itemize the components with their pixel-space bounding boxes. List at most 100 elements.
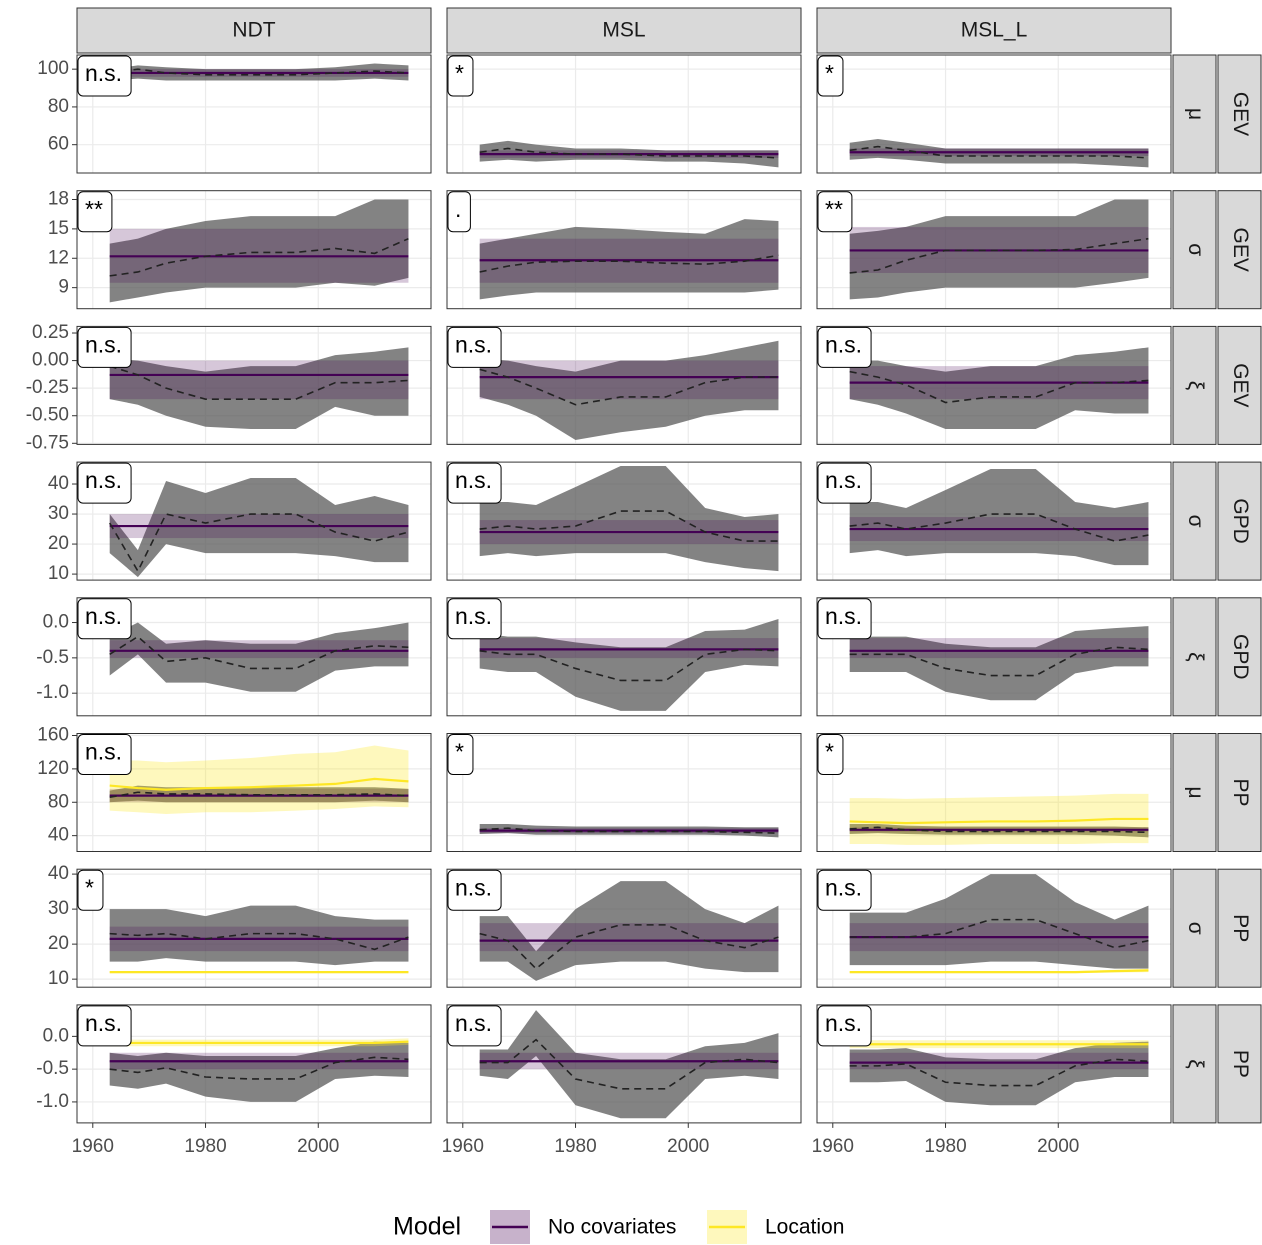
strip-label: GEV — [1229, 92, 1252, 136]
strip-label: μ — [1184, 786, 1207, 798]
window-line — [849, 237, 1149, 274]
ci-band — [109, 360, 409, 400]
strip-label: PP — [1229, 778, 1252, 806]
annotation: . — [455, 196, 461, 222]
window-band — [849, 874, 1149, 969]
strip — [1172, 190, 1217, 310]
window-line — [109, 365, 409, 400]
strip — [1172, 325, 1217, 445]
y-tick-label: 30 — [48, 898, 69, 919]
strip-label: σ — [1184, 922, 1207, 935]
annotation-box — [817, 462, 872, 504]
annotation: n.s. — [825, 874, 862, 900]
annotation-box — [77, 326, 132, 368]
annotation-box — [447, 734, 474, 775]
y-tick-label: -0.5 — [36, 647, 69, 668]
panel-border — [446, 1004, 802, 1124]
window-band — [849, 626, 1149, 701]
y-tick-label: 0.00 — [32, 350, 69, 371]
y-tick-label: -0.50 — [26, 405, 69, 426]
annotation-box — [77, 734, 132, 775]
annotation: ** — [85, 196, 103, 222]
window-line — [479, 368, 779, 406]
panel-border — [816, 733, 1172, 852]
window-line — [109, 932, 409, 951]
annotation: n.s. — [85, 331, 122, 357]
ci-band — [479, 638, 779, 658]
window-line — [479, 827, 779, 834]
annotation: n.s. — [85, 603, 122, 629]
y-tick-label: -1.0 — [36, 1091, 69, 1112]
window-line — [479, 1038, 779, 1090]
window-band — [479, 466, 779, 572]
panel-border — [446, 54, 802, 174]
x-tick-label: 1980 — [184, 1136, 226, 1157]
panel-border — [446, 868, 802, 988]
annotation-box — [77, 191, 113, 233]
strip-label: NDT — [232, 19, 275, 42]
y-tick-label: 30 — [48, 503, 69, 524]
panel-border — [76, 325, 432, 445]
strip — [1172, 597, 1217, 717]
y-tick-label: 0.25 — [32, 322, 69, 343]
y-tick-label: 15 — [48, 218, 69, 239]
y-tick-label: 20 — [48, 933, 69, 954]
window-line — [109, 1056, 409, 1080]
annotation: n.s. — [85, 60, 122, 86]
y-tick-label: 120 — [37, 758, 69, 779]
window-line — [849, 826, 1149, 834]
annotation-box — [817, 1005, 872, 1047]
x-tick-label: 1960 — [72, 1136, 114, 1157]
annotation: n.s. — [455, 603, 492, 629]
window-line — [849, 370, 1149, 404]
y-tick-label: 40 — [48, 473, 69, 494]
annotation: n.s. — [455, 331, 492, 357]
x-tick-label: 2000 — [297, 1136, 339, 1157]
location-line — [849, 817, 1149, 825]
y-tick-label: -0.5 — [36, 1058, 69, 1079]
window-band — [479, 1010, 779, 1119]
location-band — [849, 793, 1149, 845]
annotation-box — [77, 598, 132, 640]
strip-label: GPD — [1229, 634, 1252, 680]
window-line — [479, 147, 779, 159]
strip — [1217, 190, 1262, 310]
y-tick-label: 20 — [48, 533, 69, 554]
strip — [1172, 1004, 1217, 1124]
annotation-box — [447, 55, 474, 97]
panel-border — [816, 461, 1172, 581]
annotation-box — [77, 462, 132, 504]
annotation: n.s. — [825, 603, 862, 629]
annotation-box — [447, 869, 502, 911]
strip-label: PP — [1229, 1050, 1252, 1078]
panel-border — [446, 190, 802, 310]
window-band — [479, 881, 779, 981]
strip-label: σ — [1184, 243, 1207, 256]
x-tick-label: 1980 — [924, 1136, 966, 1157]
ci-band — [479, 360, 779, 400]
window-line — [109, 68, 409, 76]
annotation-box — [817, 734, 844, 775]
x-tick-label: 2000 — [667, 1136, 709, 1157]
x-tick-label: 1960 — [812, 1136, 854, 1157]
annotation-box — [817, 326, 872, 368]
annotation-box — [447, 1005, 502, 1047]
strip-label: MSL — [602, 19, 645, 42]
y-tick-label: -1.0 — [36, 682, 69, 703]
panel-border — [446, 325, 802, 445]
window-line — [479, 924, 779, 970]
y-tick-label: 18 — [48, 189, 69, 210]
annotation: n.s. — [85, 1010, 122, 1036]
y-tick-label: 100 — [37, 58, 69, 79]
annotation-box — [77, 1005, 132, 1047]
panel-border — [816, 54, 1172, 174]
strip-label: ξ — [1184, 1059, 1207, 1068]
x-tick-label: 1980 — [554, 1136, 596, 1157]
strip — [816, 7, 1172, 54]
panel-border — [446, 597, 802, 717]
y-tick-label: 60 — [48, 134, 69, 155]
strip — [1217, 54, 1262, 174]
annotation: n.s. — [825, 331, 862, 357]
panel-border — [76, 461, 432, 581]
